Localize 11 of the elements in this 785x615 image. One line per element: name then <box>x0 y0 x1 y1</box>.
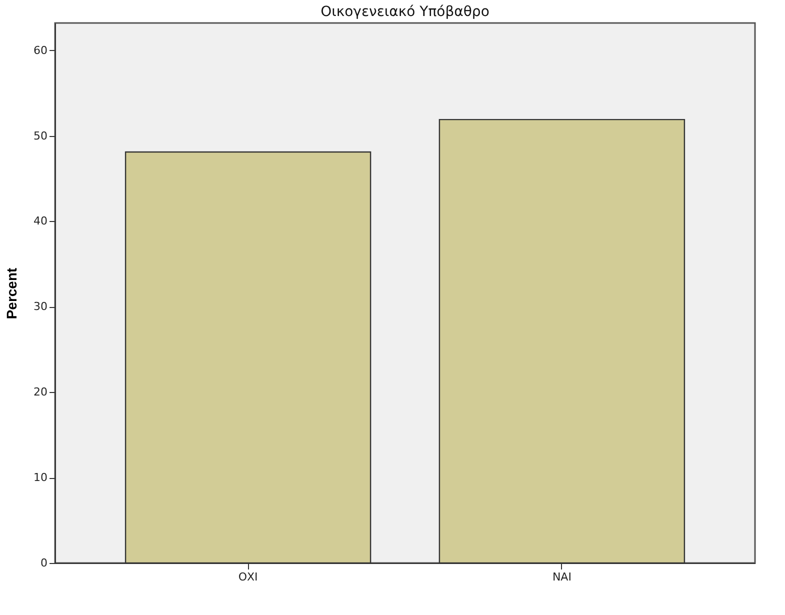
y-tick-label: 30 <box>34 300 48 314</box>
x-tick-label: ΟΧΙ <box>238 570 258 584</box>
y-axis-title: Percent <box>4 267 20 320</box>
y-tick-label: 60 <box>34 44 48 57</box>
y-tick-label: 0 <box>40 556 48 570</box>
y-tick-label: 50 <box>34 129 48 142</box>
y-tick-label: 10 <box>34 471 48 484</box>
x-tick-label: ΝΑΙ <box>552 570 572 584</box>
y-tick-label: 40 <box>34 214 48 228</box>
chart-title: Οικογενειακό Υπόβαθρο <box>320 4 490 20</box>
y-tick-label: 20 <box>34 386 48 399</box>
